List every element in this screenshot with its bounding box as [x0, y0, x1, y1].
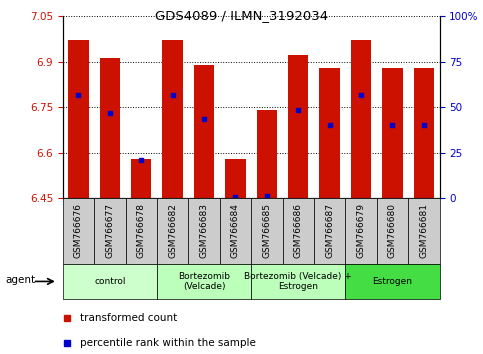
Bar	[126, 198, 157, 264]
Text: GSM766684: GSM766684	[231, 204, 240, 258]
Text: GSM766683: GSM766683	[199, 204, 209, 258]
Bar	[345, 264, 440, 299]
Text: agent: agent	[5, 275, 35, 285]
Bar	[157, 264, 251, 299]
Bar	[283, 198, 314, 264]
Text: GDS4089 / ILMN_3192034: GDS4089 / ILMN_3192034	[155, 9, 328, 22]
Bar	[94, 198, 126, 264]
Bar	[314, 198, 345, 264]
Text: Estrogen: Estrogen	[372, 277, 412, 286]
Bar	[251, 198, 283, 264]
Text: GSM766686: GSM766686	[294, 204, 303, 258]
Text: GSM766677: GSM766677	[105, 204, 114, 258]
Text: control: control	[94, 277, 126, 286]
Text: GSM766682: GSM766682	[168, 204, 177, 258]
Bar	[63, 198, 94, 264]
Bar	[188, 198, 220, 264]
Bar	[319, 68, 340, 198]
Bar	[131, 159, 152, 198]
Text: GSM766685: GSM766685	[262, 204, 271, 258]
Text: GSM766687: GSM766687	[325, 204, 334, 258]
Bar	[408, 198, 440, 264]
Bar	[220, 198, 251, 264]
Text: transformed count: transformed count	[80, 313, 177, 323]
Text: percentile rank within the sample: percentile rank within the sample	[80, 338, 256, 348]
Bar	[63, 264, 157, 299]
Text: Bortezomib (Velcade) +
Estrogen: Bortezomib (Velcade) + Estrogen	[244, 272, 352, 291]
Bar	[382, 68, 403, 198]
Bar	[256, 110, 277, 198]
Bar	[99, 58, 120, 198]
Bar	[157, 198, 188, 264]
Bar	[194, 64, 214, 198]
Bar	[351, 40, 371, 198]
Text: Bortezomib
(Velcade): Bortezomib (Velcade)	[178, 272, 230, 291]
Bar	[225, 159, 246, 198]
Bar	[377, 198, 408, 264]
Bar	[251, 264, 345, 299]
Text: GSM766676: GSM766676	[74, 204, 83, 258]
Bar	[68, 40, 89, 198]
Text: GSM766680: GSM766680	[388, 204, 397, 258]
Text: GSM766681: GSM766681	[419, 204, 428, 258]
Bar	[162, 40, 183, 198]
Bar	[345, 198, 377, 264]
Text: GSM766678: GSM766678	[137, 204, 146, 258]
Bar	[288, 56, 309, 198]
Bar	[413, 68, 434, 198]
Text: GSM766679: GSM766679	[356, 204, 366, 258]
